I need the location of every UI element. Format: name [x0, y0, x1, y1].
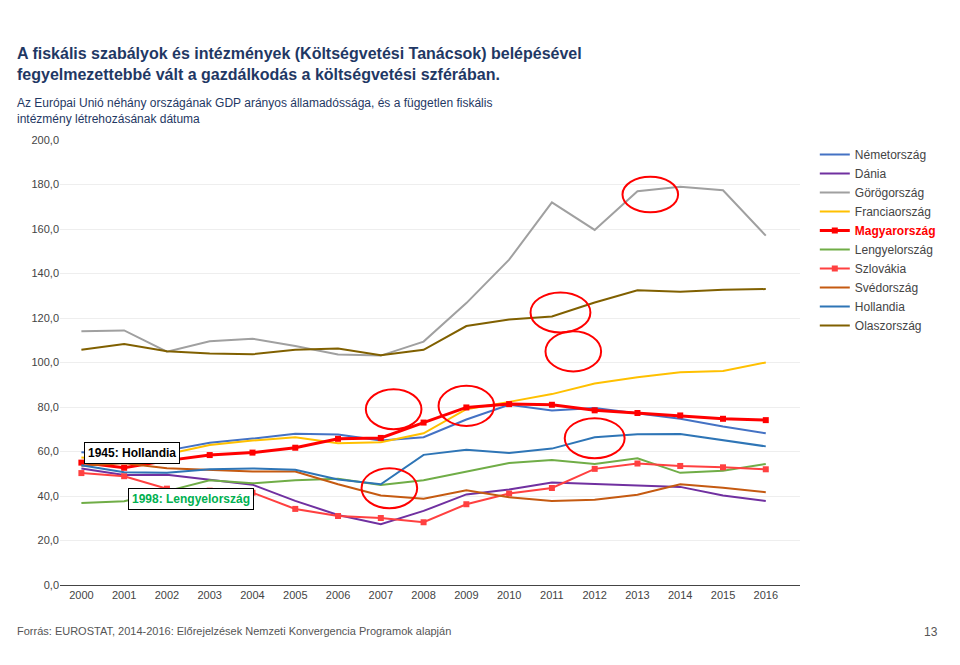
svg-text:2014: 2014	[668, 589, 692, 601]
svg-text:200,0: 200,0	[31, 134, 59, 146]
svg-text:Dánia: Dánia	[855, 167, 887, 181]
svg-text:2010: 2010	[497, 589, 521, 601]
svg-text:140,0: 140,0	[31, 267, 59, 279]
svg-text:2006: 2006	[326, 589, 350, 601]
svg-text:2007: 2007	[369, 589, 393, 601]
svg-text:100,0: 100,0	[31, 356, 59, 368]
svg-text:120,0: 120,0	[31, 312, 59, 324]
svg-text:2002: 2002	[155, 589, 179, 601]
svg-text:2011: 2011	[540, 589, 564, 601]
svg-text:Olaszország: Olaszország	[855, 319, 922, 333]
svg-text:80,0: 80,0	[38, 401, 59, 413]
svg-text:2003: 2003	[197, 589, 221, 601]
svg-text:Franciaország: Franciaország	[855, 205, 931, 219]
svg-text:2004: 2004	[240, 589, 264, 601]
svg-text:Németország: Németország	[855, 148, 926, 162]
svg-text:Svédország: Svédország	[855, 281, 918, 295]
svg-text:Magyarország: Magyarország	[855, 224, 936, 238]
svg-text:2016: 2016	[754, 589, 778, 601]
svg-text:2001: 2001	[112, 589, 136, 601]
svg-text:A fiskális szabályok és intézm: A fiskális szabályok és intézmények (Köl…	[17, 45, 582, 83]
svg-text:Lengyelország: Lengyelország	[855, 243, 933, 257]
svg-text:60,0: 60,0	[38, 445, 59, 457]
svg-text:Szlovákia: Szlovákia	[855, 262, 907, 276]
svg-text:Görögország: Görögország	[855, 186, 924, 200]
svg-text:20,0: 20,0	[38, 534, 59, 546]
svg-text:160,0: 160,0	[31, 223, 59, 235]
svg-text:2013: 2013	[625, 589, 649, 601]
svg-text:Forrás: EUROSTAT, 2014-2016: E: Forrás: EUROSTAT, 2014-2016: Előrejelzés…	[17, 625, 451, 637]
svg-text:2000: 2000	[69, 589, 93, 601]
svg-text:0,0: 0,0	[44, 579, 59, 591]
svg-text:Az Európai Unió néhány országá: Az Európai Unió néhány országának GDP ar…	[17, 96, 492, 126]
svg-text:1998: Lengyelország: 1998: Lengyelország	[132, 492, 250, 506]
svg-text:2009: 2009	[454, 589, 478, 601]
svg-text:2012: 2012	[582, 589, 606, 601]
svg-text:1945: Hollandia: 1945: Hollandia	[88, 446, 176, 460]
svg-text:180,0: 180,0	[31, 178, 59, 190]
svg-text:40,0: 40,0	[38, 490, 59, 502]
svg-text:2008: 2008	[411, 589, 435, 601]
svg-text:13: 13	[924, 625, 938, 639]
svg-text:2005: 2005	[283, 589, 307, 601]
svg-text:Hollandia: Hollandia	[855, 300, 905, 314]
svg-text:2015: 2015	[711, 589, 735, 601]
